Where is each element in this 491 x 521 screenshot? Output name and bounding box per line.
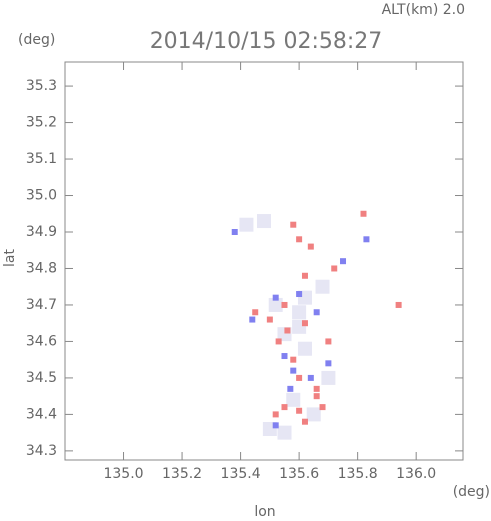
y-tick-label: 34.8 [26, 260, 57, 276]
echo-cell [272, 294, 279, 301]
echo-cell [275, 338, 282, 345]
echo-cell [307, 243, 314, 250]
echo-cell [257, 214, 271, 229]
echo-cell [296, 236, 303, 243]
y-tick-label: 34.6 [26, 333, 57, 349]
echo-cell [360, 210, 367, 217]
y-tick-label: 34.9 [26, 224, 57, 240]
x-tick-label: 135.2 [162, 466, 202, 482]
echo-cell [268, 297, 283, 312]
echo-cell [301, 418, 308, 425]
echo-cell [249, 316, 256, 323]
y-tick-label: 34.4 [26, 406, 57, 422]
x-axis-label: lon [254, 504, 275, 520]
echo-cell [331, 265, 338, 272]
y-tick-label: 34.5 [26, 370, 57, 386]
y-tick-label: 35.2 [26, 115, 57, 131]
x-tick-label: 135.4 [221, 466, 261, 482]
y-tick-label: 35.0 [26, 188, 57, 204]
echo-cell [296, 407, 303, 414]
x-tick-label: 135.6 [279, 466, 319, 482]
y-tick-label: 35.3 [26, 78, 57, 94]
x-unit: (deg) [453, 484, 490, 500]
y-tick-label: 34.7 [26, 297, 57, 313]
echo-cell [287, 385, 294, 392]
echo-cell [319, 404, 326, 411]
plot-frame [64, 61, 464, 461]
echo-cell [272, 411, 279, 418]
echo-cell [252, 309, 259, 316]
echo-cell [307, 374, 314, 381]
echo-cell [290, 356, 297, 363]
echo-cell [231, 228, 238, 235]
echo-cell [301, 320, 308, 327]
y-tick-label: 35.1 [26, 151, 57, 167]
echo-cell [313, 393, 320, 400]
echo-cell [286, 392, 301, 407]
echo-cell [296, 374, 303, 381]
echo-cell [315, 279, 330, 294]
echo-cell [363, 236, 370, 243]
y-unit: (deg) [18, 32, 55, 48]
echo-cell [290, 367, 297, 374]
x-tick-label: 135.8 [338, 466, 378, 482]
chart-title: 2014/10/15 02:58:27 [150, 29, 383, 54]
echo-cell [281, 301, 288, 308]
echo-cell [321, 370, 336, 385]
echo-cell [313, 309, 320, 316]
x-tick-label: 136.0 [396, 466, 436, 482]
echo-cell [284, 327, 291, 334]
echo-cell [281, 404, 288, 411]
echo-cell [296, 291, 303, 298]
echo-cell [290, 221, 297, 228]
y-axis-label: lat [2, 249, 18, 267]
echo-cell [340, 258, 347, 265]
echo-cell [395, 301, 402, 308]
x-tick-label: 135.0 [103, 466, 143, 482]
echo-cell [325, 360, 332, 367]
echo-cell [272, 422, 279, 429]
altitude-label: ALT(km) 2.0 [382, 2, 465, 18]
y-tick-label: 34.3 [26, 443, 57, 459]
echo-cell [306, 407, 321, 422]
echo-cell [281, 353, 288, 360]
echo-cell [239, 217, 254, 232]
echo-cell [313, 385, 320, 392]
echo-cell [301, 272, 308, 279]
echo-cell [297, 341, 312, 356]
echo-cell [325, 338, 332, 345]
echo-cell [277, 425, 292, 440]
echo-cell [292, 305, 307, 320]
echo-cell [266, 316, 273, 323]
